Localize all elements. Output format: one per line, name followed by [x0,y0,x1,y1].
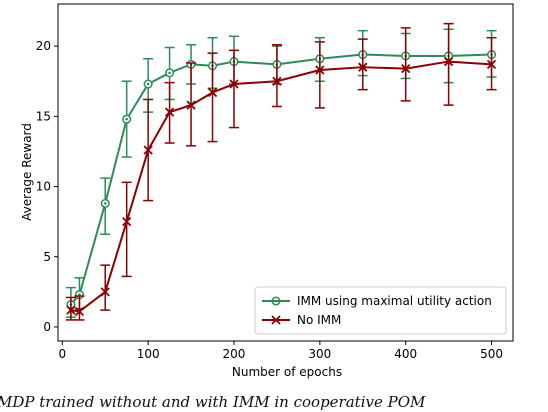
legend-label-imm: IMM using maximal utility action [297,294,492,308]
x-tick-label: 200 [223,347,246,361]
data-point [315,65,325,75]
y-tick-label: 5 [43,250,51,264]
plot-marks [65,22,497,321]
x-axis-label: Number of epochs [232,365,342,379]
legend-label-no-imm: No IMM [297,313,341,327]
data-point [229,79,239,89]
legend-box [254,286,507,335]
data-point [272,76,282,86]
x-tick-label: 300 [308,347,331,361]
data-point-dot [125,117,128,121]
series-line [70,53,492,306]
data-point [401,63,411,74]
data-point [66,305,76,315]
data-point [443,56,454,67]
y-tick-label: 0 [43,320,51,334]
y-axis-label: Average Reward [20,123,34,221]
x-tick-label: 400 [394,347,417,361]
y-tick-label: 10 [36,180,51,194]
data-point [207,87,218,98]
legend-marker-imm-dot [274,299,278,303]
data-point [186,100,196,110]
data-point-dot [168,71,171,75]
reward-chart: 0 100 200 300 400 500 0 5 10 15 20 Number of epoch… [20,3,514,379]
data-point-dot [78,293,81,296]
data-point [74,306,85,317]
data-point [100,287,110,297]
data-point [164,107,175,117]
axis-ticks: 0 100 200 300 400 500 0 5 10 15 20 [36,39,503,361]
x-tick-label: 500 [480,347,503,361]
x-tick-label: 0 [58,347,66,361]
legend-marker-no-imm [271,315,281,325]
x-tick-label: 100 [137,347,160,361]
series-line [70,60,492,313]
data-point-dot [103,202,107,205]
data-point [122,217,132,227]
y-tick-label: 20 [36,39,51,53]
series-1 [65,22,497,321]
series-0 [65,28,497,318]
legend: IMM using maximal utility action No IMM [254,286,507,335]
data-point [486,59,497,70]
data-point [358,62,368,72]
plot-frame [57,3,514,342]
legend-marker-imm [271,296,281,306]
data-point [143,145,153,155]
data-point-dot [146,82,150,86]
figure-caption: MDP trained without and with IMM in coop… [0,393,426,411]
y-tick-label: 15 [36,109,51,123]
